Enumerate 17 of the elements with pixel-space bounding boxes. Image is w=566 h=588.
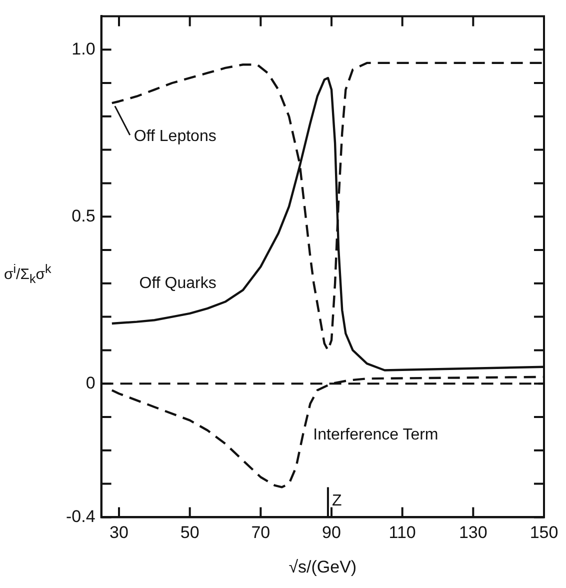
x-tick-label: 90 — [322, 523, 341, 542]
y-tick-label: 1.0 — [72, 39, 96, 58]
y-axis-title: σ$^{i}$/Σ$_{k}$σ$^{k}$ — [4, 262, 52, 286]
ref-line-label: Z — [332, 492, 342, 510]
y-tick-label: -0.4 — [66, 506, 96, 526]
x-axis-title: √s/(GeV) — [288, 557, 357, 576]
x-tick-label: 30 — [110, 523, 128, 542]
x-tick-label: 150 — [530, 523, 558, 542]
series-label: Interference Term — [313, 426, 438, 444]
y-tick-label: 0.5 — [72, 206, 96, 226]
series-label: Off Quarks — [139, 274, 216, 292]
x-tick-label: 130 — [458, 523, 488, 542]
x-tick-label: 110 — [388, 523, 416, 542]
x-tick-label: 50 — [180, 523, 200, 542]
x-tick-label: 70 — [251, 523, 270, 542]
series-label: Off Leptons — [134, 128, 216, 146]
y-tick-label: 0 — [86, 373, 96, 392]
